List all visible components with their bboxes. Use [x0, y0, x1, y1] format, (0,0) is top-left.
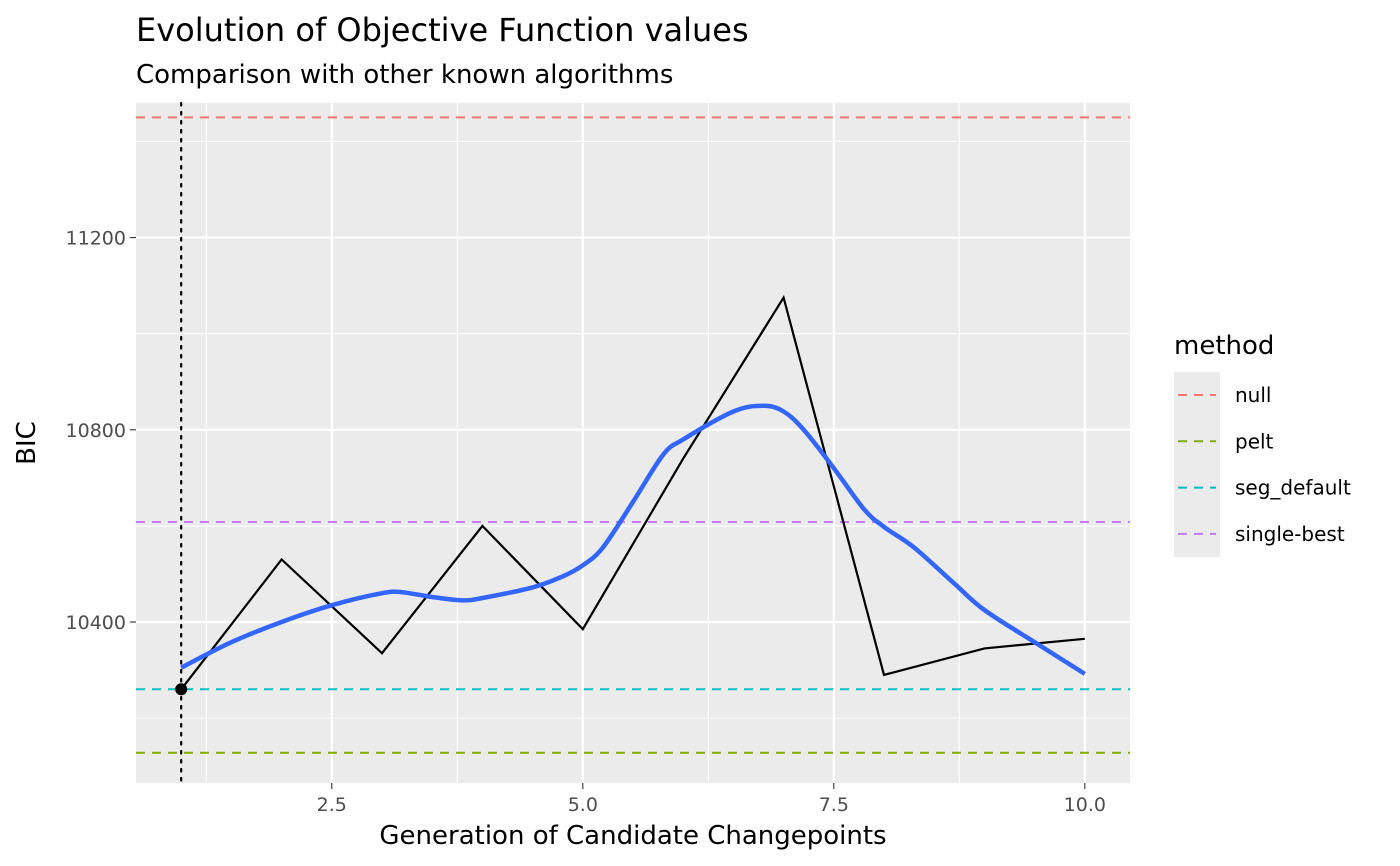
major-grid — [136, 103, 1130, 783]
highlight-point — [175, 683, 188, 696]
x-tick-label: 7.5 — [819, 794, 849, 816]
method-reference-lines — [136, 116, 1130, 754]
y-axis-title: BIC — [12, 421, 42, 465]
legend-label-pelt: pelt — [1235, 429, 1274, 453]
legend-label-seg_default: seg_default — [1235, 476, 1351, 500]
legend-title: method — [1174, 331, 1274, 361]
chart-subtitle: Comparison with other known algorithms — [136, 60, 673, 90]
plot-panel — [136, 103, 1130, 783]
x-axis: 2.5 5.0 7.5 10.0 — [317, 783, 1106, 816]
legend: method null pelt seg_default single-best — [1174, 331, 1351, 557]
point-layer — [175, 683, 188, 696]
legend-label-null: null — [1235, 383, 1271, 407]
smooth-curve — [180, 403, 1087, 676]
y-axis: 10400 10800 11200 — [66, 228, 136, 634]
x-axis-title: Generation of Candidate Changepoints — [379, 821, 886, 851]
smooth-layer — [180, 403, 1087, 676]
x-tick-label: 2.5 — [317, 794, 347, 816]
y-tick-label: 11200 — [66, 228, 126, 250]
y-tick-label: 10800 — [66, 420, 126, 442]
legend-key-background — [1174, 372, 1220, 557]
y-tick-label: 10400 — [66, 612, 126, 634]
chart-title: Evolution of Objective Function values — [136, 11, 749, 49]
x-tick-label: 5.0 — [568, 794, 598, 816]
minor-grid — [136, 103, 1130, 783]
x-tick-label: 10.0 — [1064, 794, 1106, 816]
legend-label-single-best: single-best — [1235, 522, 1345, 546]
